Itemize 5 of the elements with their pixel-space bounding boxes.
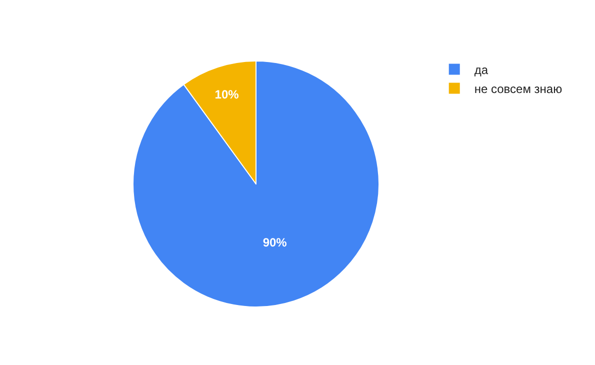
pie-slice [132, 60, 380, 308]
legend-label: да [474, 62, 488, 77]
legend-label: не совсем знаю [474, 82, 562, 96]
data-label: 10% [214, 88, 240, 102]
data-label: 90% [262, 235, 288, 250]
